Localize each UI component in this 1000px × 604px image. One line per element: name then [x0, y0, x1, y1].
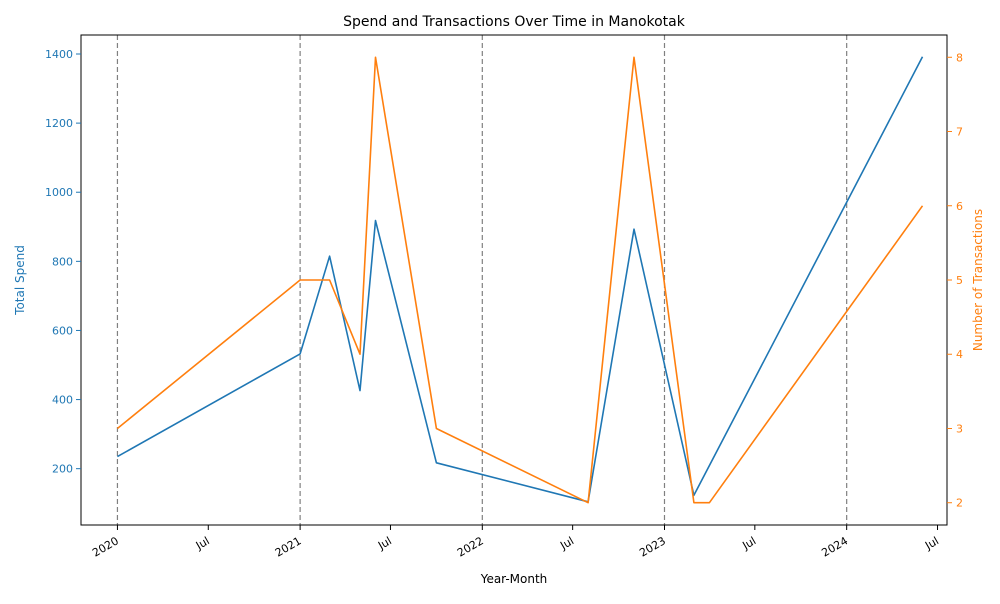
y-right-tick-label: 4 — [956, 348, 963, 361]
y-right-tick-label: 3 — [956, 422, 963, 435]
x-tick-label: 2020 — [90, 534, 121, 559]
y-left-tick-label: 800 — [52, 255, 73, 268]
x-tick-label: Jul — [557, 534, 576, 552]
axes: 2020 Jul 2021 Jul 2022 Jul 2023 Jul 2024 Jul 200 40… — [45, 48, 963, 560]
x-tick-label: 2023 — [637, 534, 668, 559]
y-left-tick-label: 1200 — [45, 117, 73, 130]
x-axis-label: Year-Month — [480, 572, 548, 586]
x-tick-label: Jul — [739, 534, 758, 552]
y-right-tick-label: 8 — [956, 51, 963, 64]
y-left-tick-label: 1000 — [45, 186, 73, 199]
transactions-series-line — [117, 57, 922, 502]
spend-series-line — [117, 57, 922, 502]
series-lines — [117, 57, 922, 503]
plot-frame — [81, 35, 947, 525]
y-right-tick-label: 6 — [956, 200, 963, 213]
chart-title: Spend and Transactions Over Time in Mano… — [343, 14, 686, 30]
y-right-tick-label: 2 — [956, 497, 963, 510]
x-tick-label: 2024 — [819, 534, 850, 559]
x-tick-label: 2022 — [455, 534, 486, 559]
y-left-tick-label: 1400 — [45, 48, 73, 61]
y-axis-right-label: Number of Transactions — [971, 209, 985, 351]
x-tick-label: 2021 — [273, 534, 304, 559]
y-axis-left-label: Total Spend — [13, 245, 27, 316]
x-tick-label: Jul — [193, 534, 212, 552]
y-left-tick-label: 200 — [52, 463, 73, 476]
y-left-tick-label: 400 — [52, 394, 73, 407]
y-right-tick-label: 7 — [956, 126, 963, 139]
y-right-tick-label: 5 — [956, 274, 963, 287]
y-left-tick-label: 600 — [52, 324, 73, 337]
x-tick-label: Jul — [922, 534, 941, 552]
x-tick-label: Jul — [375, 534, 394, 552]
